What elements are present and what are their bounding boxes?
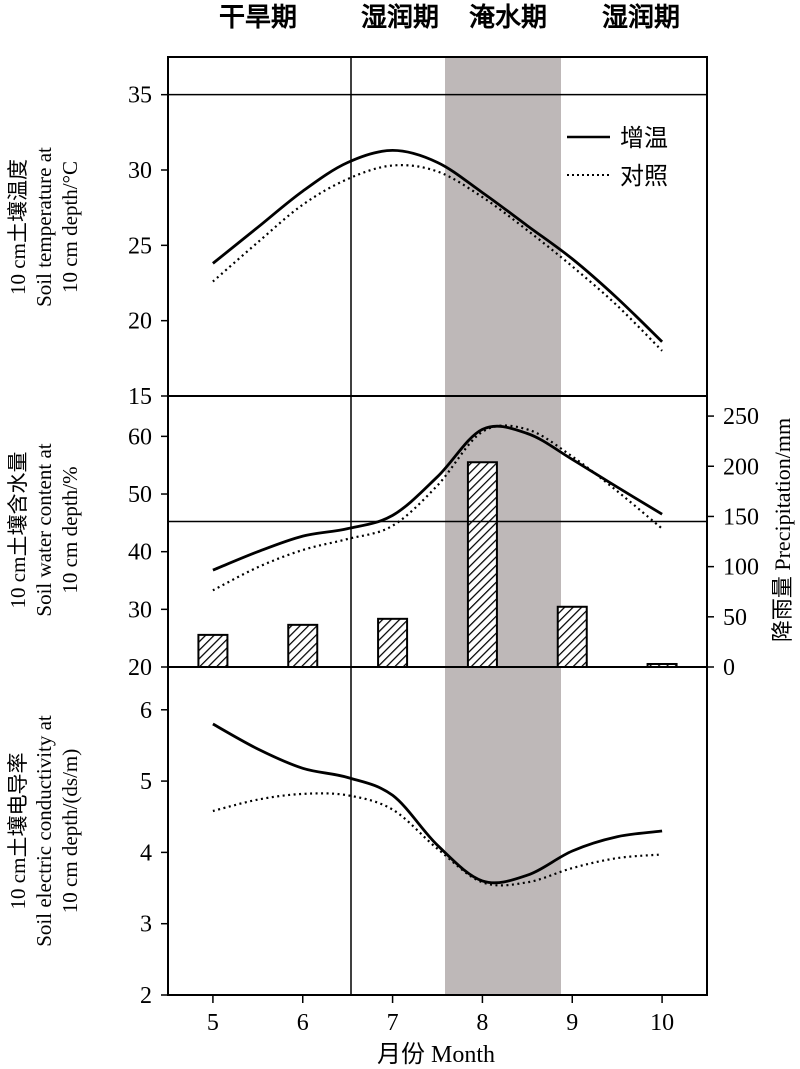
period-label-wet-1: 湿润期 bbox=[361, 2, 439, 32]
water-ylabel: 10 cm土壤含水量 Soil water content at 10 cm d… bbox=[6, 443, 82, 616]
chart-marks: 15 20 25 30 35 20 30 40 50 60 0 50 100 150 200 250 2 3 4 5 6… bbox=[128, 56, 759, 1036]
temperature-ylabel: 10 cm土壤温度 Soil temperature at 10 cm dept… bbox=[6, 147, 82, 307]
conductivity-ylabel-line-2: Soil electric conductivity at bbox=[32, 715, 56, 947]
water-control-line bbox=[212, 424, 663, 592]
x-tick-label: 5 bbox=[207, 1010, 219, 1036]
temperature-ytick-label: 35 bbox=[128, 83, 152, 109]
water-warming-line bbox=[212, 424, 663, 572]
period-label-drought: 干旱期 bbox=[219, 3, 297, 32]
conductivity-ytick-label: 5 bbox=[140, 769, 152, 795]
legend: 增温 对照 bbox=[567, 125, 668, 190]
water-ytick-label: 40 bbox=[128, 540, 152, 566]
x-tick-label: 9 bbox=[566, 1010, 578, 1036]
temperature-ylabel-line-1: 10 cm土壤温度 bbox=[6, 159, 30, 295]
water-ytick-label: 50 bbox=[128, 482, 152, 508]
water-ytick-label: 30 bbox=[128, 597, 152, 623]
water-y2tick-label: 100 bbox=[723, 555, 759, 581]
period-label-flooding: 淹水期 bbox=[469, 3, 547, 32]
conductivity-ylabel-line-1: 10 cm土壤电导率 bbox=[6, 753, 30, 910]
water-y2tick-label: 50 bbox=[723, 605, 747, 631]
water-y2tick-label: 150 bbox=[723, 504, 759, 530]
conductivity-ytick-label: 3 bbox=[140, 912, 152, 938]
precipitation-bar bbox=[556, 605, 588, 668]
x-axis-label: 月份 Month bbox=[377, 1041, 495, 1068]
water-panel-frame bbox=[167, 395, 708, 668]
conductivity-ytick-label: 6 bbox=[140, 698, 152, 724]
period-label-wet-2: 湿润期 bbox=[602, 2, 680, 32]
x-tick-label: 10 bbox=[650, 1010, 674, 1036]
precipitation-bar bbox=[287, 623, 319, 668]
temperature-ytick-label: 20 bbox=[128, 309, 152, 335]
water-y2tick-label: 200 bbox=[723, 454, 759, 480]
flooding-period-shading bbox=[445, 57, 561, 995]
temperature-ylabel-line-2: Soil temperature at bbox=[32, 147, 56, 307]
water-ylabel-line-2: Soil water content at bbox=[32, 443, 56, 616]
x-tick-label: 6 bbox=[297, 1010, 309, 1036]
temperature-ytick-label: 30 bbox=[128, 158, 152, 184]
x-tick-label: 8 bbox=[476, 1010, 488, 1036]
legend-warming-label: 增温 bbox=[620, 125, 668, 152]
conductivity-ylabel: 10 cm土壤电导率 Soil electric conductivity at… bbox=[6, 715, 82, 947]
water-ylabel-line-3: 10 cm depth/% bbox=[58, 466, 82, 593]
conductivity-ytick-label: 4 bbox=[140, 840, 152, 866]
temperature-ylabel-line-3: 10 cm depth/°C bbox=[58, 161, 82, 293]
water-y2tick-label: 250 bbox=[723, 404, 759, 430]
conductivity-ylabel-line-3: 10 cm depth/(ds/m) bbox=[58, 749, 82, 913]
temperature-panel-frame bbox=[167, 56, 708, 397]
conductivity-control-line bbox=[212, 792, 663, 887]
precipitation-bar bbox=[197, 633, 229, 668]
precipitation-bar bbox=[466, 461, 498, 668]
water-ytick-label: 60 bbox=[128, 424, 152, 450]
water-ylabel-line-1: 10 cm土壤含水量 bbox=[6, 452, 30, 609]
conductivity-panel-frame bbox=[167, 666, 708, 996]
legend-control-label: 对照 bbox=[620, 163, 668, 190]
water-ytick-label: 20 bbox=[128, 655, 152, 681]
conductivity-ytick-label: 2 bbox=[140, 983, 152, 1009]
temperature-ytick-label: 25 bbox=[128, 233, 152, 259]
precipitation-bar bbox=[377, 617, 409, 668]
precipitation-ylabel: 降雨量 Precipitation/mm bbox=[770, 418, 795, 642]
temperature-control-line bbox=[212, 164, 663, 352]
temperature-warming-line bbox=[212, 148, 664, 343]
water-y2tick-label: 0 bbox=[723, 655, 735, 681]
temperature-ytick-label: 15 bbox=[128, 384, 152, 410]
x-tick-label: 7 bbox=[387, 1010, 399, 1036]
conductivity-warming-line bbox=[212, 722, 663, 885]
